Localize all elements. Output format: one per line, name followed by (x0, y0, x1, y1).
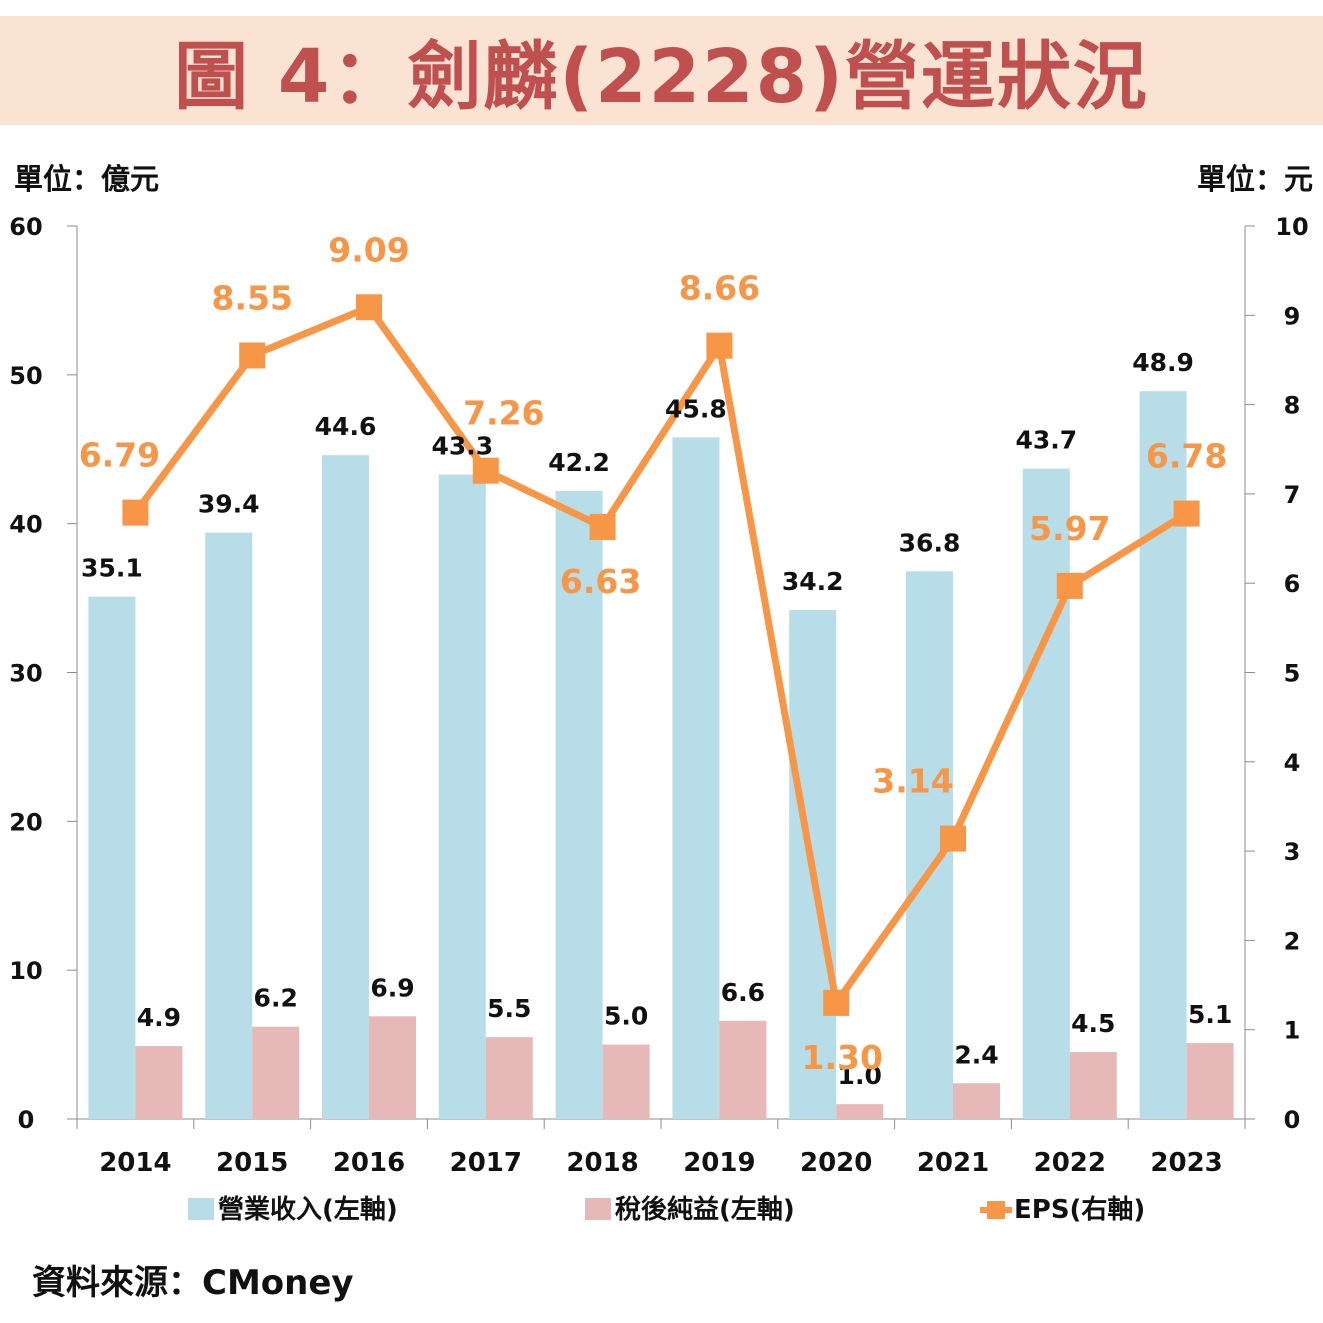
right-tick-label: 2 (1284, 927, 1301, 955)
eps-marker (589, 513, 616, 540)
eps-marker (706, 332, 733, 359)
left-tick-label: 20 (9, 808, 42, 836)
left-tick-label: 40 (9, 511, 42, 539)
eps-line (132, 303, 1189, 1007)
revenue-data-label: 35.1 (81, 554, 143, 583)
x-tick-label: 2022 (1034, 1148, 1106, 1178)
x-tick-label: 2014 (99, 1148, 171, 1178)
eps-data-label: 7.26 (463, 394, 544, 433)
eps-marker (940, 825, 966, 852)
revenue-bar (1139, 391, 1187, 1120)
legend-swatch-revenue (188, 1198, 214, 1220)
net-income-data-label: 5.0 (604, 1002, 648, 1031)
x-tick-label: 2017 (450, 1148, 522, 1178)
revenue-bar (322, 455, 369, 1119)
eps-marker (239, 342, 266, 369)
net-income-data-label: 6.9 (370, 973, 414, 1002)
x-tick-label: 2023 (1150, 1148, 1222, 1178)
revenue-data-label: 44.6 (315, 412, 377, 441)
net-income-bar (135, 1046, 183, 1119)
eps-data-label: 8.66 (679, 269, 760, 308)
legend-label-revenue: 營業收入(左軸) (218, 1194, 398, 1225)
right-tick-label: 0 (1284, 1106, 1301, 1134)
revenue-data-label: 34.2 (782, 567, 844, 596)
net-income-data-label: 2.4 (954, 1040, 998, 1069)
eps-data-label: 3.14 (872, 762, 953, 801)
net-income-bar (369, 1016, 416, 1119)
left-tick-label: 50 (9, 362, 42, 390)
net-income-bar (602, 1044, 650, 1119)
eps-marker (356, 294, 382, 321)
legend-label-eps: EPS(右軸) (1014, 1194, 1145, 1225)
right-tick-label: 3 (1284, 838, 1301, 866)
eps-data-label: 5.97 (1029, 509, 1110, 548)
net-income-bar (719, 1020, 767, 1119)
net-income-data-label: 5.1 (1188, 1000, 1232, 1029)
net-income-data-label: 4.5 (1071, 1009, 1115, 1038)
right-tick-label: 9 (1284, 302, 1301, 330)
net-income-data-label: 1.0 (838, 1061, 882, 1090)
revenue-bar (88, 596, 136, 1119)
revenue-data-label: 43.7 (1015, 426, 1077, 455)
left-tick-label: 10 (9, 957, 42, 985)
legend-swatch-net-income (585, 1198, 611, 1220)
x-tick-label: 2020 (800, 1148, 872, 1178)
revenue-data-label: 42.2 (548, 448, 610, 477)
x-tick-label: 2018 (566, 1148, 638, 1178)
revenue-bar (205, 532, 253, 1119)
net-income-data-label: 6.6 (721, 978, 765, 1007)
legend-label-net-income: 稅後純益(左軸) (615, 1194, 795, 1225)
legend-marker-eps (987, 1201, 1005, 1219)
net-income-data-label: 6.2 (254, 984, 298, 1013)
net-income-bar (1186, 1043, 1234, 1119)
net-income-bar (953, 1083, 1000, 1119)
x-tick-label: 2021 (917, 1148, 989, 1178)
revenue-data-label: 43.3 (431, 432, 493, 461)
eps-data-label: 1.30 (801, 1038, 882, 1077)
eps-marker (1056, 572, 1083, 599)
revenue-bar (438, 474, 486, 1120)
x-tick-label: 2019 (683, 1148, 755, 1178)
eps-data-label: 8.55 (211, 278, 292, 317)
eps-data-label: 6.78 (1146, 437, 1227, 476)
revenue-bar (672, 437, 720, 1119)
source-note: 資料來源：CMoney (32, 1263, 354, 1303)
left-axis-unit: 單位：億元 (14, 162, 160, 196)
right-tick-label: 5 (1284, 660, 1301, 688)
left-tick-label: 60 (9, 213, 42, 241)
revenue-bar (1022, 468, 1070, 1119)
revenue-data-label: 36.8 (899, 528, 961, 557)
eps-marker (823, 989, 850, 1016)
revenue-data-label: 45.8 (665, 394, 727, 423)
right-axis-unit: 單位：元 (1196, 162, 1313, 196)
left-tick-label: 0 (18, 1106, 35, 1134)
right-tick-label: 7 (1284, 481, 1301, 509)
net-income-bar (252, 1026, 300, 1119)
right-tick-label: 8 (1284, 392, 1301, 420)
right-tick-label: 4 (1284, 749, 1301, 777)
net-income-data-label: 5.5 (487, 994, 531, 1023)
eps-data-label: 9.09 (328, 230, 409, 269)
revenue-bar (555, 490, 603, 1119)
right-tick-label: 6 (1284, 570, 1301, 598)
net-income-bar (1069, 1052, 1117, 1119)
eps-marker (122, 499, 149, 526)
revenue-data-label: 39.4 (198, 490, 260, 519)
net-income-bar (836, 1104, 884, 1119)
eps-data-label: 6.79 (79, 436, 160, 475)
eps-data-label: 6.63 (560, 562, 641, 601)
right-tick-label: 1 (1284, 1017, 1301, 1045)
revenue-data-label: 48.9 (1132, 348, 1194, 377)
x-tick-label: 2016 (333, 1148, 405, 1178)
chart-title: 圖 4：劍麟(2228)營運狀況 (174, 34, 1149, 120)
net-income-bar (485, 1037, 533, 1119)
eps-marker (1173, 500, 1200, 527)
net-income-data-label: 4.9 (137, 1003, 181, 1032)
x-tick-label: 2015 (216, 1148, 288, 1178)
eps-marker (472, 457, 499, 484)
left-tick-label: 30 (9, 660, 42, 688)
title-banner: 圖 4：劍麟(2228)營運狀況 (0, 16, 1323, 125)
right-tick-label: 10 (1275, 213, 1308, 241)
